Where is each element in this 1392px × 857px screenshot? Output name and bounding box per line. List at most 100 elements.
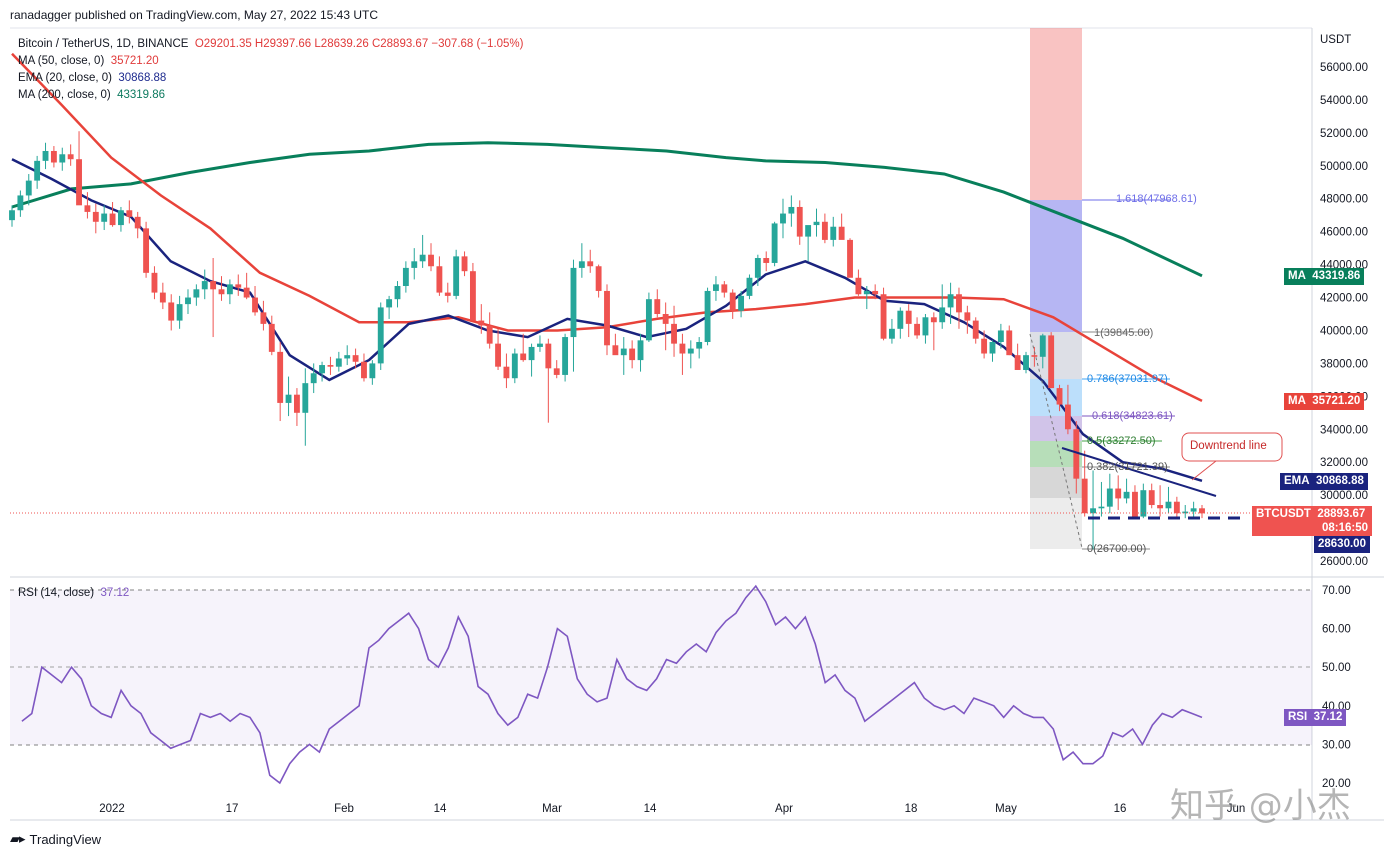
candle-body[interactable] xyxy=(780,213,786,224)
candle-body[interactable] xyxy=(1140,490,1147,517)
candle-body[interactable] xyxy=(17,195,24,211)
candle-body[interactable] xyxy=(1173,501,1180,514)
candle-body[interactable] xyxy=(511,353,518,379)
rsi-line[interactable] xyxy=(21,584,1203,785)
downtrend-line[interactable] xyxy=(1061,447,1217,497)
ema20-legend-label[interactable]: EMA (20, close, 0) xyxy=(18,72,112,84)
candle-body[interactable] xyxy=(243,287,250,298)
candle-body[interactable] xyxy=(453,256,460,296)
candle-body[interactable] xyxy=(637,340,644,361)
candle-body[interactable] xyxy=(997,330,1004,342)
candle-body[interactable] xyxy=(763,258,770,263)
candle-body[interactable] xyxy=(629,348,636,361)
symbol-label[interactable]: Bitcoin / TetherUS, 1D, BINANCE xyxy=(18,38,189,50)
candle-body[interactable] xyxy=(905,310,912,324)
candle-body[interactable] xyxy=(310,373,317,384)
candle-body[interactable] xyxy=(185,297,191,305)
candle-body[interactable] xyxy=(612,345,619,356)
candle-body[interactable] xyxy=(1165,501,1172,509)
candle-body[interactable] xyxy=(495,343,501,367)
candle-body[interactable] xyxy=(428,254,434,267)
candle-body[interactable] xyxy=(528,346,535,361)
candle-body[interactable] xyxy=(947,294,954,308)
candle-body[interactable] xyxy=(59,154,66,163)
candle-body[interactable] xyxy=(1148,490,1155,506)
candle-body[interactable] xyxy=(855,277,862,295)
candle-body[interactable] xyxy=(201,281,208,290)
candle-body[interactable] xyxy=(939,307,946,323)
candle-body[interactable] xyxy=(335,358,342,367)
candle-body[interactable] xyxy=(1039,335,1046,357)
candle-body[interactable] xyxy=(1014,355,1021,370)
fib-retracement[interactable] xyxy=(1030,28,1175,550)
candle-body[interactable] xyxy=(721,284,728,293)
candle-body[interactable] xyxy=(444,292,451,296)
candle-body[interactable] xyxy=(394,286,401,300)
candle-body[interactable] xyxy=(520,353,527,361)
candle-body[interactable] xyxy=(1098,506,1105,509)
candle-body[interactable] xyxy=(729,292,736,311)
candle-body[interactable] xyxy=(252,297,258,313)
candle-body[interactable] xyxy=(1199,508,1205,514)
candle-body[interactable] xyxy=(1115,488,1122,499)
candle-body[interactable] xyxy=(587,261,594,267)
candle-body[interactable] xyxy=(226,284,233,295)
candle-body[interactable] xyxy=(545,343,552,369)
candle-body[interactable] xyxy=(84,205,91,212)
candle-body[interactable] xyxy=(679,343,686,354)
candle-body[interactable] xyxy=(344,355,351,359)
candle-body[interactable] xyxy=(469,271,476,321)
candle-body[interactable] xyxy=(109,213,116,226)
footer-logo[interactable]: ▰▸ TradingView xyxy=(10,831,101,847)
candle-body[interactable] xyxy=(9,210,15,221)
candle-body[interactable] xyxy=(964,312,971,321)
candle-body[interactable] xyxy=(553,368,560,375)
candlesticks[interactable] xyxy=(9,131,1205,550)
candle-body[interactable] xyxy=(92,211,99,222)
candle-body[interactable] xyxy=(578,261,585,268)
candle-body[interactable] xyxy=(361,361,367,379)
candle-body[interactable] xyxy=(486,325,493,344)
candle-body[interactable] xyxy=(738,295,745,311)
candle-body[interactable] xyxy=(537,343,543,347)
candle-body[interactable] xyxy=(956,294,962,313)
candle-body[interactable] xyxy=(914,323,921,336)
candle-body[interactable] xyxy=(168,302,175,321)
candle-body[interactable] xyxy=(863,290,870,295)
candle-body[interactable] xyxy=(1031,355,1038,357)
candle-body[interactable] xyxy=(1123,491,1130,499)
candle-body[interactable] xyxy=(126,210,133,217)
candle-body[interactable] xyxy=(101,213,108,222)
candle-body[interactable] xyxy=(989,341,996,354)
candle-body[interactable] xyxy=(1006,330,1013,356)
candle-body[interactable] xyxy=(67,154,74,160)
candle-body[interactable] xyxy=(503,366,510,379)
ma50-legend-label[interactable]: MA (50, close, 0) xyxy=(18,55,105,67)
candle-body[interactable] xyxy=(386,299,393,308)
candle-body[interactable] xyxy=(50,150,57,163)
candle-body[interactable] xyxy=(930,317,937,323)
candle-body[interactable] xyxy=(654,299,661,314)
candle-body[interactable] xyxy=(402,267,409,287)
candle-body[interactable] xyxy=(327,365,334,367)
candle-body[interactable] xyxy=(143,228,150,273)
candle-body[interactable] xyxy=(436,266,443,293)
candle-body[interactable] xyxy=(888,328,895,339)
candle-body[interactable] xyxy=(830,226,837,240)
candle-body[interactable] xyxy=(1132,491,1138,517)
candle-body[interactable] xyxy=(620,348,627,356)
candle-body[interactable] xyxy=(277,351,284,403)
ma200-legend-label[interactable]: MA (200, close, 0) xyxy=(18,89,111,101)
candle-body[interactable] xyxy=(713,284,719,291)
candle-body[interactable] xyxy=(922,317,929,336)
candle-body[interactable] xyxy=(754,258,761,278)
candle-body[interactable] xyxy=(285,394,292,403)
annotation-box[interactable] xyxy=(1181,432,1283,462)
candle-body[interactable] xyxy=(821,221,828,240)
candle-body[interactable] xyxy=(1064,404,1071,430)
candle-body[interactable] xyxy=(319,365,326,374)
candle-body[interactable] xyxy=(461,256,468,272)
candle-body[interactable] xyxy=(411,261,418,268)
candle-body[interactable] xyxy=(151,272,158,293)
candle-body[interactable] xyxy=(696,341,703,349)
